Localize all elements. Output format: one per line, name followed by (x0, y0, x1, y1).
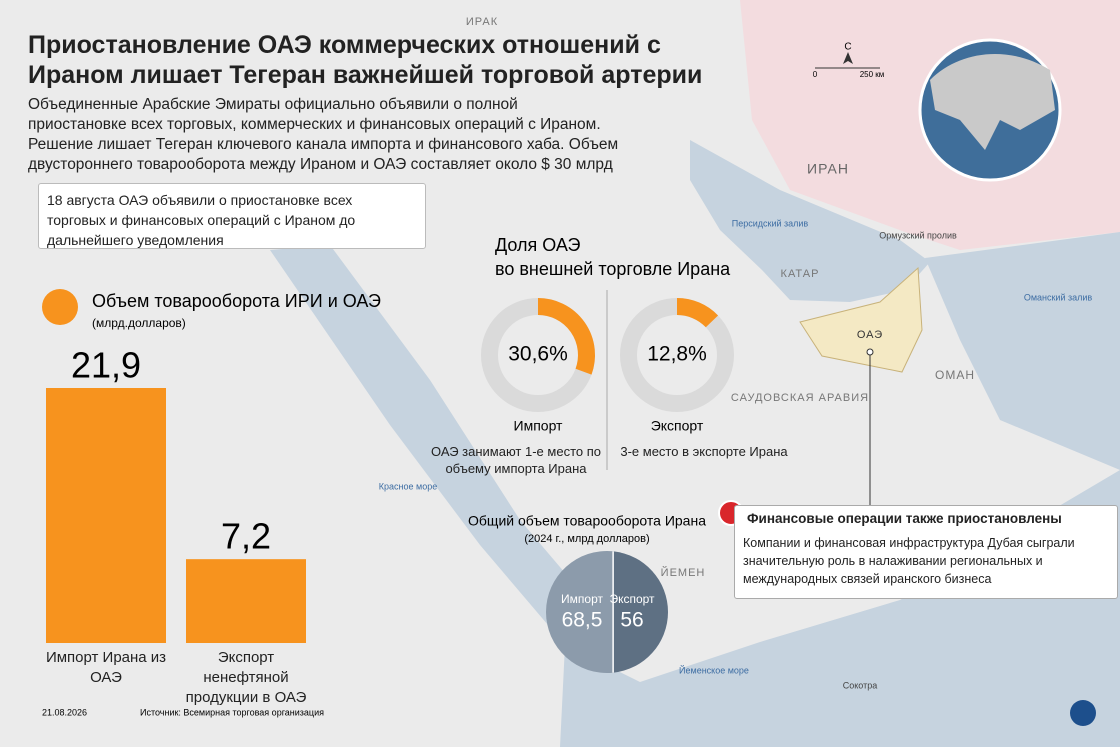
donut-note: ОАЭ занимают 1-е место по объему импорта… (431, 444, 601, 476)
scale-label: 0 (813, 70, 818, 79)
split-subtitle: (2024 г., млрд долларов) (524, 533, 649, 545)
map-label: КАТАР (781, 268, 820, 280)
donut-category: Экспорт (651, 418, 704, 434)
split-left (546, 551, 614, 673)
note-line: 18 августа ОАЭ объявили о приостановке в… (47, 192, 353, 208)
title-line: Ираном лишает Тегеран важнейшей торговой… (28, 61, 703, 89)
compass-arrow (843, 52, 853, 64)
donut-value-label: 12,8% (647, 343, 707, 366)
donut-value-label: 30,6% (508, 343, 568, 366)
gulf-of-oman (925, 232, 1120, 470)
date: 21.08.2026 (42, 707, 87, 717)
red-sea (270, 245, 605, 645)
split-category: Импорт (561, 592, 603, 606)
split-category: Экспорт (609, 592, 655, 606)
map-label: Оманский залив (1024, 292, 1093, 302)
map-label: Красное море (379, 481, 437, 491)
donut-arc (537, 298, 595, 375)
bar-subtitle: (млрд.долларов) (92, 316, 186, 330)
bar-value-label: 7,2 (221, 516, 271, 557)
note-line: дальнейшего уведомления (47, 232, 224, 248)
map-label: ОМАН (935, 368, 975, 382)
split-value-label: 56 (620, 609, 643, 632)
bar (46, 388, 166, 643)
split-right (613, 551, 669, 673)
scale-label: 250 км (860, 70, 885, 79)
title: Приостановление ОАЭ коммерческих отношен… (28, 30, 702, 90)
map-label: Сокотра (843, 680, 877, 690)
map-label: ИРАН (807, 161, 849, 177)
lead-line: приостановке всех торговых, коммерческих… (28, 116, 601, 133)
finance-text: Компании и финансовая инфраструктура Дуб… (743, 536, 1075, 586)
uae-pin (866, 348, 874, 356)
bar-category-label: Экспорт ненефтяной продукции в ОАЭ (185, 649, 307, 706)
map-label: САУДОВСКАЯ АРАВИЯ (731, 392, 869, 404)
bar-icon (42, 289, 78, 325)
split-value-label: 68,5 (562, 609, 603, 632)
lead: Объединенные Арабские Эмираты официально… (28, 95, 618, 175)
map (270, 0, 1120, 747)
bar-category-label: Импорт Ирана из ОАЭ (45, 649, 167, 686)
lead-line: двустороннего товарооборота между Ираном… (28, 156, 613, 173)
finance-box: Финансовые операции также приостановлены… (734, 505, 1118, 599)
finance-title: Финансовые операции также приостановлены (747, 511, 1062, 526)
bar-title: Объем товарооборота ИРИ и ОАЭ (92, 291, 381, 311)
map-label: ОАЭ (857, 329, 883, 341)
globe-land (930, 53, 1055, 150)
lead-line: Объединенные Арабские Эмираты официально… (28, 96, 518, 113)
arabian-sea (560, 470, 1120, 747)
donut-title: Доля ОАЭ (495, 235, 580, 255)
map-label: ИРАК (466, 16, 498, 28)
donut-category: Импорт (514, 418, 564, 434)
map-label: Ормузский пролив (879, 230, 957, 240)
persian-gulf (690, 140, 930, 302)
donut-arc (676, 298, 719, 328)
aa-logo (1070, 700, 1096, 726)
map-label: Персидский залив (732, 218, 809, 228)
note-box: 18 августа ОАЭ объявили о приостановке в… (38, 183, 426, 249)
bar-value-label: 21,9 (71, 345, 141, 386)
source: Источник: Всемирная торговая организация (140, 707, 324, 717)
title-line: Приостановление ОАЭ коммерческих отношен… (28, 31, 661, 59)
map-label: Йеменское море (679, 664, 749, 675)
uae-land (799, 266, 923, 373)
bar (186, 559, 306, 643)
compass-label: С (844, 42, 851, 53)
donut-title: во внешней торговле Ирана (495, 259, 731, 279)
note-line: торговых и финансовых операций с Ираном … (47, 212, 356, 228)
lead-line: Решение лишает Тегеран ключевого канала … (28, 136, 619, 153)
split-title: Общий объем товарооборота Ирана (468, 513, 706, 529)
map-label: ЙЕМЕН (661, 566, 706, 579)
donut-note: 3-е место в экспорте Ирана (620, 444, 788, 459)
